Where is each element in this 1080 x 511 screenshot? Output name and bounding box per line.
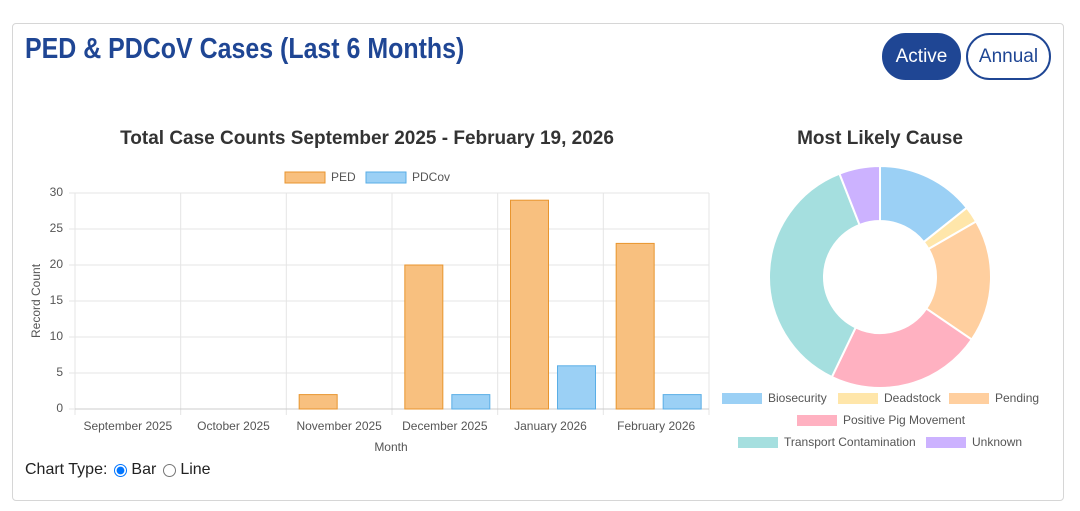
legend-label: Deadstock — [884, 391, 942, 405]
bar — [662, 394, 702, 410]
legend-swatch — [365, 171, 407, 184]
legend-swatch — [949, 393, 989, 404]
bar — [298, 394, 338, 410]
legend-label: PED — [331, 170, 356, 184]
y-axis-label: Record Count — [29, 263, 43, 338]
donut-slice — [838, 164, 881, 227]
line-radio[interactable] — [163, 463, 177, 477]
legend-swatch — [738, 437, 778, 448]
legend-label: PDCov — [412, 170, 450, 184]
legend-swatch — [722, 393, 762, 404]
chart-title: Most Likely Cause — [797, 128, 963, 149]
y-tick-label: 25 — [50, 221, 64, 235]
y-tick-label: 10 — [50, 329, 64, 343]
donut-slice — [830, 307, 974, 389]
legend-label: Unknown — [972, 435, 1022, 449]
x-tick-label: February 2026 — [617, 419, 695, 433]
y-tick-label: 15 — [50, 293, 64, 307]
bar — [451, 394, 491, 410]
y-tick-label: 0 — [56, 401, 63, 415]
y-tick-label: 5 — [56, 365, 63, 379]
legend-swatch — [926, 437, 966, 448]
x-tick-label: September 2025 — [83, 419, 172, 433]
legend-label: Biosecurity — [768, 391, 827, 405]
y-tick-label: 20 — [50, 257, 64, 271]
legend-label: Pending — [995, 391, 1039, 405]
legend-swatch — [838, 393, 878, 404]
x-tick-label: December 2025 — [402, 419, 488, 433]
card — [12, 23, 1064, 501]
annual-button[interactable]: Annual — [966, 33, 1051, 80]
bar — [510, 199, 549, 410]
legend-label: Transport Contamination — [784, 435, 916, 449]
bar-option[interactable]: Bar — [131, 461, 157, 478]
x-tick-label: November 2025 — [296, 419, 382, 433]
active-button[interactable]: Active — [882, 33, 961, 80]
line-option[interactable]: Line — [180, 461, 211, 478]
chart-type-control: Chart Type: Bar Line — [25, 461, 211, 479]
legend-label: Positive Pig Movement — [843, 413, 966, 427]
bar — [404, 264, 444, 410]
donut-slice — [768, 172, 861, 379]
x-axis-label: Month — [374, 440, 407, 454]
bar — [557, 365, 596, 410]
bar — [615, 242, 655, 410]
x-tick-label: October 2025 — [197, 419, 270, 433]
bar-radio[interactable] — [114, 463, 128, 477]
chart-type-label: Chart Type: — [25, 461, 108, 478]
legend-swatch — [284, 171, 326, 184]
legend-swatch — [797, 415, 837, 426]
x-tick-label: January 2026 — [514, 419, 587, 433]
y-tick-label: 30 — [50, 185, 64, 199]
chart-title: Total Case Counts September 2025 - Febru… — [120, 128, 614, 149]
page-title: PED & PDCoV Cases (Last 6 Months) — [25, 33, 465, 65]
